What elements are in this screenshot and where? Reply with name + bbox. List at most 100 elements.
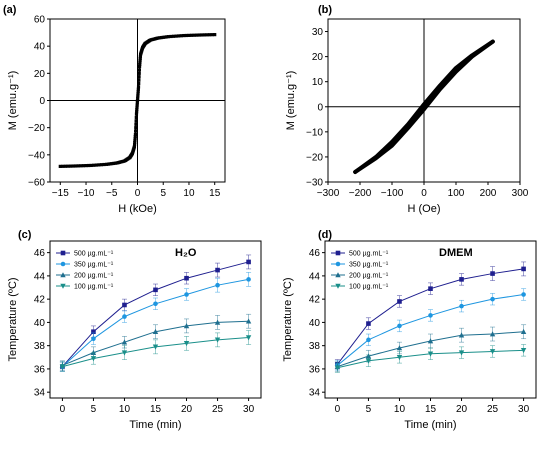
data-point (153, 301, 158, 307)
x-tick-label: 0 (335, 404, 341, 415)
data-point (428, 313, 433, 318)
data-point (459, 303, 464, 309)
x-tick-label: 100 (448, 188, 465, 199)
y-tick-label: 46 (34, 248, 46, 259)
panel-label: (c) (18, 229, 32, 241)
data-point (111, 161, 116, 166)
y-tick-label: 40 (34, 42, 46, 53)
data-point (427, 351, 434, 357)
data-point (490, 271, 495, 276)
data-point (105, 162, 109, 166)
panel-label: (d) (318, 229, 332, 241)
data-point (177, 34, 181, 38)
panel-a: −15 −10 −5 0 5 10 15 −60 −40 −20 0 20 40 60 H (kOe) M (… (3, 4, 226, 215)
data-point (200, 33, 204, 37)
data-point (174, 34, 178, 38)
data-point (138, 58, 142, 63)
x-tick-label: 0 (421, 188, 427, 199)
data-point (245, 335, 252, 341)
data-point (184, 275, 189, 281)
data-point (136, 94, 140, 98)
y-axis-label: Temperature (ºC) (7, 277, 19, 361)
data-point (132, 143, 137, 147)
x-tick-label: 25 (212, 404, 224, 415)
data-point (192, 33, 196, 37)
data-point (135, 103, 139, 107)
data-point (137, 81, 141, 86)
data-point (138, 62, 142, 67)
data-point (60, 272, 66, 278)
y-tick-label: −40 (28, 150, 45, 161)
data-point (94, 163, 98, 167)
y-tick-label: 44 (34, 271, 46, 282)
data-point (520, 348, 527, 354)
data-point (183, 323, 190, 329)
y-tick-label: 38 (309, 341, 321, 352)
data-point (366, 337, 371, 343)
data-point (215, 267, 220, 273)
y-tick-label: 42 (34, 295, 46, 306)
data-point (215, 282, 220, 288)
data-point (183, 341, 190, 347)
data-point (397, 323, 402, 329)
x-tick-label: −5 (106, 188, 118, 199)
data-point (210, 33, 214, 37)
data-point (137, 64, 142, 69)
data-point (134, 112, 139, 116)
y-tick-label: 40 (309, 318, 321, 329)
data-point (135, 98, 140, 103)
data-point (335, 261, 341, 267)
data-point (214, 337, 221, 343)
data-point (87, 163, 91, 168)
legend-entry: 100 µg.mL⁻¹ (349, 284, 389, 291)
data-point (134, 115, 138, 120)
data-point (71, 164, 75, 168)
y-tick-label: 20 (34, 69, 46, 80)
x-axis-label: H (kOe) (118, 203, 157, 215)
legend-entry: 200 µg.mL⁻¹ (74, 273, 114, 280)
y-tick-label: 42 (309, 295, 321, 306)
data-point (171, 34, 176, 38)
data-point (489, 349, 496, 355)
data-point (132, 145, 137, 149)
y-tick-label: 60 (34, 15, 46, 26)
x-tick-label: 20 (456, 404, 468, 415)
data-point (189, 33, 194, 37)
data-point (91, 329, 96, 335)
y-axis-label: Temperature (ºC) (282, 277, 294, 361)
data-point (102, 162, 106, 167)
x-axis-label: Time (min) (404, 419, 456, 431)
chart-title: H₂O (175, 247, 197, 259)
y-tick-label: 36 (309, 364, 321, 375)
legend-entry: 500 µg.mL⁻¹ (74, 251, 114, 258)
data-point (133, 134, 137, 139)
legend-entry: 100 µg.mL⁻¹ (74, 284, 114, 291)
data-point (520, 328, 527, 335)
data-point (213, 33, 217, 37)
data-point (396, 345, 403, 351)
data-point (152, 344, 159, 350)
data-point (138, 54, 143, 58)
data-point (490, 296, 495, 302)
data-point (113, 161, 117, 165)
data-point (79, 164, 83, 168)
data-point (133, 138, 137, 143)
data-point (489, 331, 496, 337)
data-point (161, 35, 165, 39)
data-point (121, 350, 128, 356)
y-tick-label: 36 (34, 364, 46, 375)
x-tick-label: 30 (518, 404, 530, 415)
data-point (135, 105, 139, 109)
data-point (74, 164, 78, 168)
data-point (246, 277, 251, 282)
data-point (187, 33, 191, 37)
x-tick-label: −200 (349, 188, 372, 199)
data-point (92, 163, 96, 167)
data-point (246, 259, 251, 265)
y-tick-label: 20 (312, 52, 324, 63)
legend: 500 µg.mL⁻¹ 350 µg.mL⁻¹ 200 µg.mL⁻¹ 100 µg.… (56, 251, 114, 291)
data-point (133, 141, 137, 145)
series-100 (334, 344, 527, 373)
panel-c: 0 5 10 15 20 25 30 34 36 38 40 42 44 46 Time (min) Temp… (7, 229, 262, 431)
data-point (60, 261, 66, 267)
